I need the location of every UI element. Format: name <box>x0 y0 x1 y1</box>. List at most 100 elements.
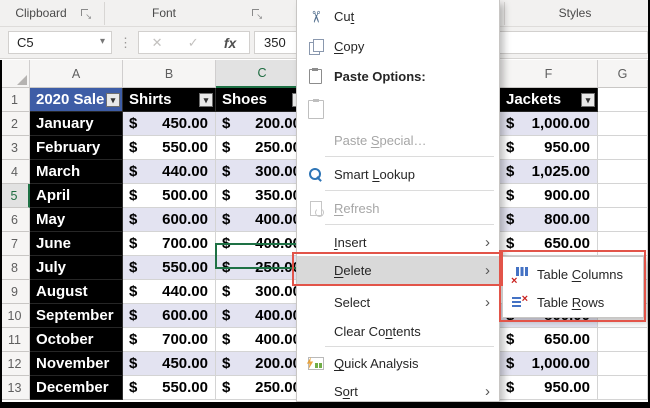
cell-shoes-4[interactable]: $300.00 <box>216 160 309 184</box>
insert-function-icon[interactable]: fx <box>223 34 237 51</box>
row-header-4[interactable]: 4 <box>0 160 30 184</box>
column-header-G[interactable]: G <box>598 60 648 88</box>
cell-G6[interactable] <box>598 208 648 232</box>
enter-icon[interactable] <box>188 35 199 51</box>
cell-G13[interactable] <box>598 376 648 400</box>
menu-item-paste-options[interactable]: Paste Options: <box>297 62 499 91</box>
cell-shirts-5[interactable]: $500.00 <box>123 184 216 208</box>
cell-shirts-6[interactable]: $600.00 <box>123 208 216 232</box>
cell-month-A13[interactable]: December <box>30 376 123 400</box>
cell-month-A6[interactable]: May <box>30 208 123 232</box>
cell-shoes-13[interactable]: $250.00 <box>216 376 309 400</box>
filter-dropdown-icon[interactable] <box>199 93 213 107</box>
filter-dropdown-icon[interactable] <box>106 93 120 107</box>
cell-jackets-6[interactable]: $800.00 <box>500 208 598 232</box>
column-header-B[interactable]: B <box>123 60 216 88</box>
cell-G4[interactable] <box>598 160 648 184</box>
select-all-corner[interactable] <box>0 60 30 88</box>
cell-month-A11[interactable]: October <box>30 328 123 352</box>
font-dialog-launcher-icon[interactable] <box>251 8 263 21</box>
cell-shirts-13[interactable]: $550.00 <box>123 376 216 400</box>
row-header-5[interactable]: 5 <box>0 184 30 208</box>
cell-G7[interactable] <box>598 232 648 256</box>
menu-item-refresh[interactable]: Refresh <box>297 194 499 223</box>
row-header-1[interactable]: 1 <box>0 88 30 112</box>
cell-G5[interactable] <box>598 184 648 208</box>
cell-shoes-12[interactable]: $200.00 <box>216 352 309 376</box>
cell-shoes-9[interactable]: $300.00 <box>216 280 309 304</box>
row-header-9[interactable]: 9 <box>0 280 30 304</box>
menu-item-smart-lookup[interactable]: Smart Lookup <box>297 160 499 189</box>
row-header-7[interactable]: 7 <box>0 232 30 256</box>
menu-item-insert[interactable]: Insert <box>297 228 499 257</box>
menu-item-copy[interactable]: Copy <box>297 32 499 61</box>
cell-month-A4[interactable]: March <box>30 160 123 184</box>
header-cell-2020-sales[interactable]: 2020 Sale <box>30 88 123 112</box>
cell-shirts-7[interactable]: $700.00 <box>123 232 216 256</box>
cell-month-A3[interactable]: February <box>30 136 123 160</box>
cell-shirts-8[interactable]: $550.00 <box>123 256 216 280</box>
column-header-A[interactable]: A <box>30 60 123 88</box>
column-header-F[interactable]: F <box>500 60 598 88</box>
menu-item-table-rows[interactable]: Table Rows <box>503 288 643 316</box>
clipboard-dialog-launcher-icon[interactable] <box>80 8 92 21</box>
menu-item-paste-button[interactable] <box>297 92 499 126</box>
cell-month-A10[interactable]: September <box>30 304 123 328</box>
cell-shoes-3[interactable]: $250.00 <box>216 136 309 160</box>
cell-value: 700.00 <box>162 235 208 252</box>
cell-shoes-6[interactable]: $400.00 <box>216 208 309 232</box>
cell-shirts-11[interactable]: $700.00 <box>123 328 216 352</box>
cell-shoes-5[interactable]: $350.00 <box>216 184 309 208</box>
menu-item-quick-analysis[interactable]: Quick Analysis <box>297 349 499 378</box>
menu-item-clear-contents[interactable]: Clear Contents <box>297 317 499 346</box>
row-header-6[interactable]: 6 <box>0 208 30 232</box>
filter-dropdown-icon[interactable] <box>581 93 595 107</box>
row-header-13[interactable]: 13 <box>0 376 30 400</box>
menu-item-cut[interactable]: Cut <box>297 2 499 31</box>
cell-shirts-10[interactable]: $600.00 <box>123 304 216 328</box>
cell-jackets-2[interactable]: $1,000.00 <box>500 112 598 136</box>
name-box-caret-icon[interactable] <box>100 36 105 47</box>
header-cell-shirts[interactable]: Shirts <box>123 88 216 112</box>
cell-shirts-4[interactable]: $440.00 <box>123 160 216 184</box>
header-cell-jackets[interactable]: Jackets <box>500 88 598 112</box>
cell-shirts-3[interactable]: $550.00 <box>123 136 216 160</box>
cell-month-A9[interactable]: August <box>30 280 123 304</box>
cell-jackets-5[interactable]: $900.00 <box>500 184 598 208</box>
cell-G1[interactable] <box>598 88 648 112</box>
cell-jackets-4[interactable]: $1,025.00 <box>500 160 598 184</box>
cell-month-A5[interactable]: April <box>30 184 123 208</box>
column-header-C[interactable]: C <box>216 60 309 88</box>
cell-jackets-12[interactable]: $1,000.00 <box>500 352 598 376</box>
row-header-10[interactable]: 10 <box>0 304 30 328</box>
cell-G12[interactable] <box>598 352 648 376</box>
row-header-12[interactable]: 12 <box>0 352 30 376</box>
menu-item-sort[interactable]: Sort <box>297 378 499 401</box>
menu-item-delete[interactable]: Delete <box>297 256 499 285</box>
cell-shirts-2[interactable]: $450.00 <box>123 112 216 136</box>
cell-shoes-2[interactable]: $200.00 <box>216 112 309 136</box>
cell-month-A2[interactable]: January <box>30 112 123 136</box>
row-header-11[interactable]: 11 <box>0 328 30 352</box>
cell-jackets-3[interactable]: $950.00 <box>500 136 598 160</box>
cell-month-A7[interactable]: June <box>30 232 123 256</box>
menu-item-select[interactable]: Select <box>297 288 499 317</box>
cell-G11[interactable] <box>598 328 648 352</box>
cell-jackets-13[interactable]: $950.00 <box>500 376 598 400</box>
cell-month-A12[interactable]: November <box>30 352 123 376</box>
cell-shoes-10[interactable]: $400.00 <box>216 304 309 328</box>
name-box[interactable]: C5 <box>8 31 112 54</box>
cell-G2[interactable] <box>598 112 648 136</box>
cell-shirts-9[interactable]: $440.00 <box>123 280 216 304</box>
cell-jackets-11[interactable]: $650.00 <box>500 328 598 352</box>
cancel-icon[interactable] <box>152 35 163 51</box>
cell-jackets-7[interactable]: $650.00 <box>500 232 598 256</box>
menu-item-paste-special[interactable]: Paste Special… <box>297 126 499 155</box>
cell-shirts-12[interactable]: $450.00 <box>123 352 216 376</box>
row-header-3[interactable]: 3 <box>0 136 30 160</box>
row-header-2[interactable]: 2 <box>0 112 30 136</box>
menu-item-table-columns[interactable]: Table Columns <box>503 260 643 288</box>
cell-G3[interactable] <box>598 136 648 160</box>
row-header-8[interactable]: 8 <box>0 256 30 280</box>
cell-month-A8[interactable]: July <box>30 256 123 280</box>
